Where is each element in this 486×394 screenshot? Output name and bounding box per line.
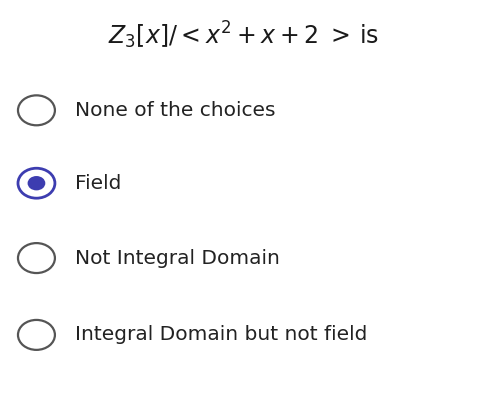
Circle shape <box>28 176 45 190</box>
Text: Not Integral Domain: Not Integral Domain <box>75 249 280 268</box>
Text: Integral Domain but not field: Integral Domain but not field <box>75 325 368 344</box>
Text: Field: Field <box>75 174 122 193</box>
Text: $Z_3[x]/ < x^2 + x + 2\ >\,\mathrm{is}$: $Z_3[x]/ < x^2 + x + 2\ >\,\mathrm{is}$ <box>107 20 379 51</box>
Text: None of the choices: None of the choices <box>75 101 276 120</box>
